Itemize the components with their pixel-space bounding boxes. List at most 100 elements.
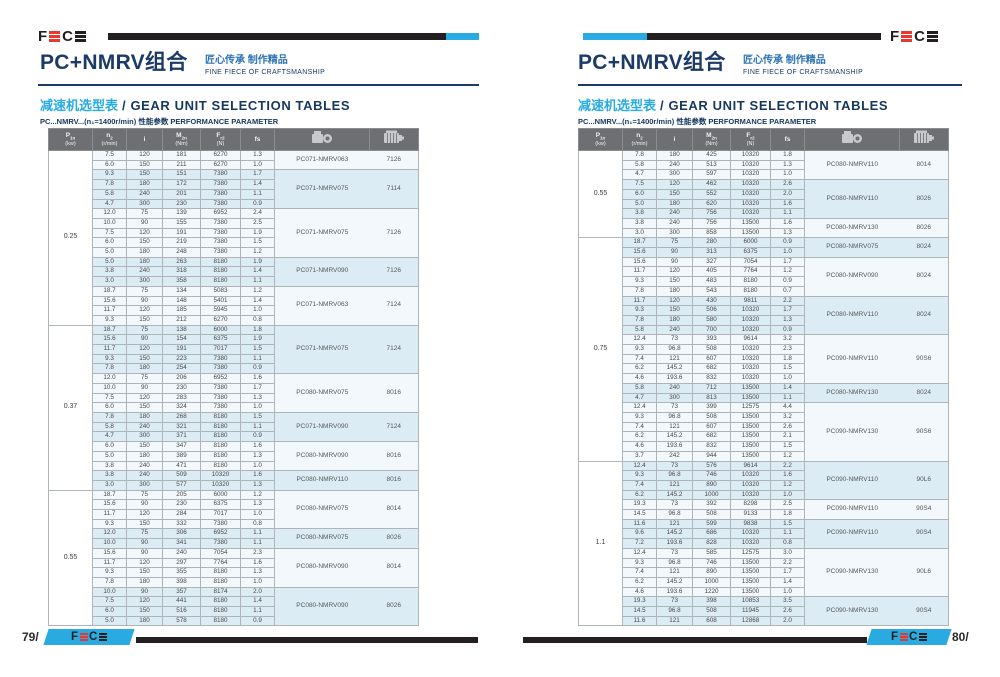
- value-cell: 75: [126, 489, 163, 501]
- value-cell: 1.4: [240, 266, 275, 278]
- value-cell: 13500: [730, 382, 771, 394]
- motor-cell: 7126: [369, 149, 419, 171]
- value-cell: 181: [162, 150, 201, 161]
- value-cell: 18.7: [92, 489, 127, 501]
- value-cell: 73: [656, 334, 693, 346]
- value-cell: 1.5: [770, 441, 805, 452]
- table-row: 9.3 150 506 10320 1.7: [579, 305, 949, 316]
- value-cell: 193.6: [656, 441, 693, 452]
- value-cell: 121: [656, 615, 693, 627]
- value-cell: 11.6: [622, 615, 657, 627]
- value-cell: 1.1: [240, 276, 275, 287]
- value-cell: 10320: [730, 353, 771, 365]
- value-cell: 8180: [730, 285, 771, 297]
- model-cell: PC080-NMRV110: [804, 179, 900, 219]
- table-header-row: P1n (kw) n2 (r/min) i M2n (Nm) Fr2 (N) fs: [578, 128, 949, 151]
- value-cell: 700: [692, 324, 731, 336]
- value-cell: 597: [692, 169, 731, 181]
- value-cell: 1.6: [240, 557, 275, 569]
- value-cell: 483: [692, 276, 731, 287]
- table-row: 4.6 193.6 832 13500 1.5: [579, 441, 949, 452]
- section-heading: 减速机选型表 / GEAR UNIT SELECTION TABLES: [578, 95, 888, 114]
- value-cell: 10320: [200, 479, 241, 491]
- table-row: 7.8 180 543 8180 0.7: [579, 285, 949, 297]
- value-cell: 1.5: [240, 344, 275, 355]
- motor-cell: 8016: [369, 373, 419, 413]
- header-bar-black: [108, 33, 446, 40]
- motor-cell: 90S4: [899, 499, 949, 520]
- col-header-m2n: M2n (Nm): [692, 128, 731, 151]
- value-cell: 96.8: [656, 411, 693, 423]
- col-header-i: i: [126, 128, 163, 151]
- value-cell: 3.5: [770, 596, 805, 608]
- value-cell: 1.6: [770, 470, 805, 481]
- value-cell: 206: [162, 373, 201, 384]
- value-cell: 828: [692, 538, 731, 549]
- model-cell: PC080-NMRV130: [804, 382, 900, 404]
- value-cell: 10.0: [92, 382, 127, 394]
- section-heading-en: / GEAR UNIT SELECTION TABLES: [660, 98, 889, 113]
- table-row: 1.1 12.4 73 576 9614 2.2 PC090-NMRV110 90L6: [578, 460, 949, 627]
- value-cell: 5401: [200, 295, 241, 307]
- value-cell: 5.8: [92, 188, 127, 200]
- value-cell: 120: [126, 305, 163, 316]
- value-cell: 8174: [200, 586, 241, 598]
- table-row: 12.0 75 306 6952 1.1 PC080-NMRV075 8026: [49, 528, 419, 549]
- value-cell: 121: [656, 518, 693, 530]
- value-cell: 121: [656, 567, 693, 578]
- value-cell: 73: [656, 596, 693, 608]
- value-cell: 13500: [730, 567, 771, 578]
- model-cell: PC071-NMRV090: [274, 256, 370, 287]
- value-cell: 0.9: [770, 324, 805, 336]
- table-row: 3.0 300 858 13500 1.3: [579, 227, 949, 239]
- value-cell: 6.0: [92, 159, 127, 171]
- value-cell: 9.3: [92, 518, 127, 530]
- value-cell: 599: [692, 518, 731, 530]
- table-row: 7.5 120 462 10320 2.6 PC080-NMRV110 8026: [579, 179, 949, 219]
- logo-letter-f: F: [891, 631, 899, 643]
- value-cell: 3.0: [770, 547, 805, 559]
- value-cell: 6375: [730, 247, 771, 258]
- table-row: 0.37 18.7 75 138 6000 1.8 PC071-NMRV075 7124: [48, 324, 419, 491]
- value-cell: 193.6: [656, 586, 693, 598]
- value-cell: 150: [656, 276, 693, 287]
- table-row: 3.8 240 471 8180 1.0: [49, 460, 419, 472]
- table-row: 11.7 120 430 9811 2.2 PC080-NMRV110 8024: [579, 295, 949, 336]
- value-cell: 150: [126, 237, 163, 249]
- table-row: 5.0 180 620 10320 1.6: [579, 198, 949, 210]
- value-cell: 471: [162, 460, 201, 472]
- value-cell: 0.7: [770, 285, 805, 297]
- value-cell: 145.2: [656, 528, 693, 540]
- table-row: 4.7 300 371 8180 0.9: [49, 431, 419, 443]
- value-cell: 6270: [200, 159, 241, 171]
- value-cell: 7017: [200, 509, 241, 520]
- value-cell: 6270: [200, 314, 241, 326]
- footer-bar-left: [136, 637, 478, 643]
- table-row: 7.2 193.6 828 10320 0.8: [579, 538, 949, 549]
- motor-cell: 90S4: [899, 518, 949, 549]
- table-row: 0.55 7.8 180 425 10320 1.8 PC080-NMRV110 8014: [578, 149, 949, 239]
- value-cell: 8180: [200, 441, 241, 452]
- logo-letter-o: [927, 30, 939, 43]
- value-cell: 341: [162, 538, 201, 549]
- table-row: 7.8 180 580 10320 1.3: [579, 314, 949, 326]
- value-cell: 10.0: [92, 538, 127, 549]
- value-cell: 0.9: [240, 198, 275, 210]
- value-cell: 7.5: [92, 392, 127, 404]
- value-cell: 90: [126, 334, 163, 346]
- section-heading-cn: 减速机选型表: [40, 98, 119, 113]
- value-cell: 73: [656, 460, 693, 472]
- value-cell: 180: [656, 285, 693, 297]
- value-cell: 13500: [730, 421, 771, 433]
- value-cell: 1.2: [770, 479, 805, 491]
- value-cell: 150: [126, 159, 163, 171]
- value-cell: 13500: [730, 586, 771, 598]
- value-cell: 332: [162, 518, 201, 530]
- value-cell: 300: [656, 227, 693, 239]
- value-cell: 7764: [730, 266, 771, 278]
- table-row: 6.0 150 219 7380 1.5: [49, 237, 419, 249]
- value-cell: 712: [692, 382, 731, 394]
- value-cell: 6.0: [92, 237, 127, 249]
- table-row: 0.55 18.7 75 205 6000 1.2 PC080-NMRV075 8014: [48, 489, 419, 627]
